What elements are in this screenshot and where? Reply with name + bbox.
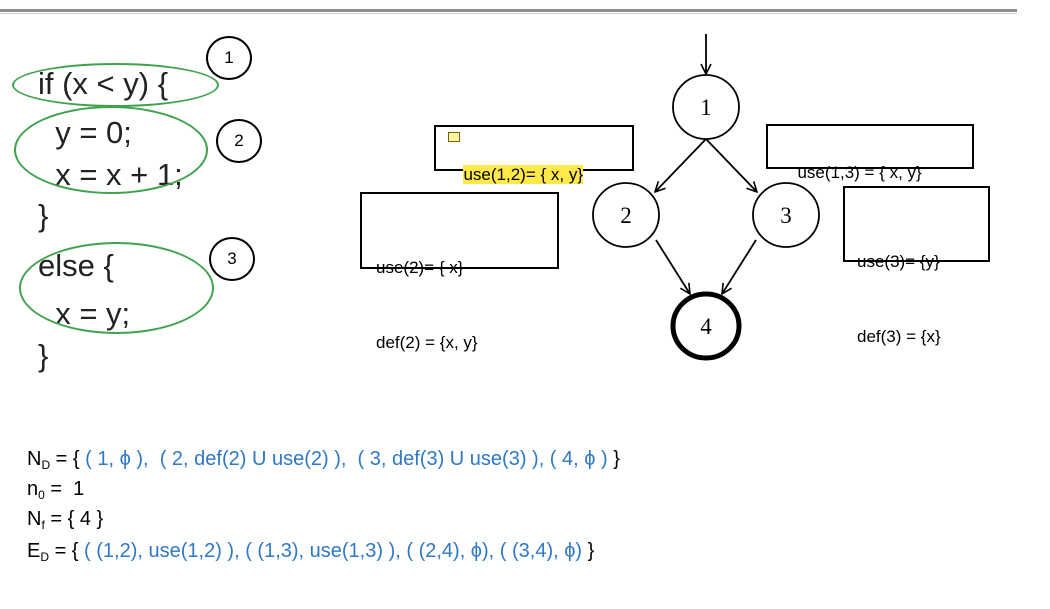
use-1-3-text: use(1,3) = { x, y} <box>797 163 922 182</box>
comment-note-icon <box>448 132 460 142</box>
n0-symbol: n <box>27 478 39 500</box>
graph-node-4-final <box>670 291 742 361</box>
ed-body: ( (1,2), use(1,2) ), ( (1,3), use(1,3) )… <box>84 540 583 562</box>
formula-nd: ND = { ( 1, ϕ ), ( 2, def(2) U use(2) ),… <box>27 444 620 474</box>
graph-node-2-label: 2 <box>620 203 632 228</box>
edge-2-4 <box>655 239 690 294</box>
box-node-2-sets: use(2)= { x} def(2) = {x, y} <box>360 192 559 352</box>
graph-node-3-label: 3 <box>780 203 792 228</box>
nf-equals: = { 4 } <box>44 508 104 530</box>
region-ellipse-2 <box>14 106 208 194</box>
region-number-2: 2 <box>216 119 262 163</box>
use-2-text: use(2)= { x} <box>376 258 464 277</box>
region-number-3: 3 <box>209 237 255 281</box>
edge-1-2 <box>655 138 707 192</box>
n0-equals: = 1 <box>44 478 85 500</box>
region-number-1: 1 <box>206 36 252 80</box>
ed-symbol: E <box>27 540 41 562</box>
code-line-close-brace: } <box>38 198 49 233</box>
def-3-text: def(3) = {x} <box>857 327 941 346</box>
def-2-text: def(2) = {x, y} <box>376 333 478 352</box>
nd-symbol: N <box>27 448 42 470</box>
formula-n0: n0 = 1 <box>27 474 84 504</box>
formula-ed: ED = { ( (1,2), use(1,2) ), ( (1,3), use… <box>27 536 594 566</box>
box-use-1-2: use(1,2)= { x, y} <box>434 125 634 184</box>
nd-equals: = { <box>50 448 86 470</box>
ed-equals: = { <box>49 540 85 562</box>
header-rule-shadow <box>0 13 1017 14</box>
nf-subscript: f <box>41 518 45 532</box>
use-1-2-text: use(1,2)= { x, y} <box>463 165 583 184</box>
ed-end: } <box>582 540 595 562</box>
graph-node-3 <box>752 182 820 248</box>
box-use-1-3: use(1,3) = { x, y} <box>766 124 974 182</box>
graph-node-1-label: 1 <box>700 95 712 120</box>
code-line-final-brace: } <box>38 338 49 373</box>
edge-1-3 <box>705 138 757 192</box>
nd-subscript: D <box>41 458 51 472</box>
ed-subscript: D <box>40 550 50 564</box>
box-node-3-sets: use(3)= {y} def(3) = {x} <box>843 186 990 346</box>
nd-body: ( 1, ϕ ), ( 2, def(2) U use(2) ), ( 3, d… <box>85 448 608 470</box>
use-3-text: use(3)= {y} <box>857 252 940 271</box>
n0-subscript: 0 <box>38 488 45 502</box>
region-ellipse-3 <box>19 242 214 334</box>
graph-node-4-label: 4 <box>700 314 712 339</box>
formula-nf: Nf = { 4 } <box>27 504 103 534</box>
nf-symbol: N <box>27 508 42 530</box>
header-rule <box>0 9 1017 12</box>
edge-3-4 <box>722 239 757 294</box>
graph-node-2 <box>592 182 660 248</box>
nd-end: } <box>607 448 620 470</box>
graph-node-1 <box>672 74 740 140</box>
